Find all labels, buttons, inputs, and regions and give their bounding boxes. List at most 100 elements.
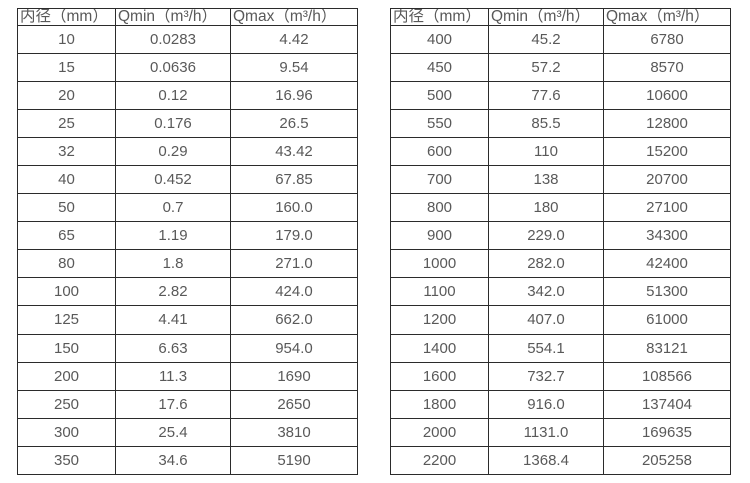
table-row: 350 34.6 5190 <box>17 445 358 476</box>
table-cell: 43.42 <box>230 136 358 166</box>
table-cell: 138 <box>488 164 604 195</box>
column-header-inner-diameter: 内径（mm） <box>17 8 116 26</box>
table-cell: 5190 <box>230 445 358 476</box>
table-cell: 11.3 <box>115 361 231 391</box>
column-header-inner-diameter: 内径（mm） <box>390 8 489 26</box>
table-row: 700 138 20700 <box>390 164 731 195</box>
table-cell: 77.6 <box>488 80 604 110</box>
table-row: 20 0.12 16.96 <box>17 80 358 110</box>
table-row: 65 1.19 179.0 <box>17 221 358 251</box>
table-row: 300 25.4 3810 <box>17 417 358 447</box>
table-row: 150 6.63 954.0 <box>17 333 358 363</box>
column-header-qmin: Qmin（m³/h） <box>488 8 604 26</box>
table-row: 15 0.0636 9.54 <box>17 52 358 82</box>
table-cell: 65 <box>17 221 116 251</box>
column-header-qmax: Qmax（m³/h） <box>230 8 358 26</box>
table-cell: 300 <box>17 417 116 447</box>
table-cell: 424.0 <box>230 277 358 307</box>
table-cell: 10 <box>17 24 116 54</box>
table-cell: 500 <box>390 80 489 110</box>
table-cell: 108566 <box>603 361 731 391</box>
table-cell: 61000 <box>603 305 731 335</box>
table-row: 800 180 27100 <box>390 193 731 223</box>
table-row: 100 2.82 424.0 <box>17 277 358 307</box>
table-cell: 6.63 <box>115 333 231 363</box>
table-cell: 1200 <box>390 305 489 335</box>
table-row: 600 110 15200 <box>390 136 731 166</box>
table-cell: 180 <box>488 193 604 223</box>
header-row: 内径（mm） Qmin（m³/h） Qmax（m³/h） <box>17 8 358 26</box>
column-header-qmin: Qmin（m³/h） <box>115 8 231 26</box>
table-cell: 1368.4 <box>488 445 604 476</box>
table-cell: 2650 <box>230 389 358 419</box>
table-cell: 50 <box>17 193 116 223</box>
table-cell: 2.82 <box>115 277 231 307</box>
table-cell: 229.0 <box>488 221 604 251</box>
table-cell: 0.176 <box>115 108 231 138</box>
table-cell: 1.19 <box>115 221 231 251</box>
table-cell: 550 <box>390 108 489 138</box>
table-cell: 0.29 <box>115 136 231 166</box>
table-cell: 900 <box>390 221 489 251</box>
table-cell: 600 <box>390 136 489 166</box>
table-row: 250 17.6 2650 <box>17 389 358 419</box>
table-cell: 4.41 <box>115 305 231 335</box>
table-cell: 282.0 <box>488 249 604 279</box>
table-row: 550 85.5 12800 <box>390 108 731 138</box>
table-row: 500 77.6 10600 <box>390 80 731 110</box>
table-cell: 0.12 <box>115 80 231 110</box>
table-row: 1400 554.1 83121 <box>390 333 731 363</box>
table-row: 10 0.0283 4.42 <box>17 24 358 54</box>
table-row: 1100 342.0 51300 <box>390 277 731 307</box>
table-cell: 1800 <box>390 389 489 419</box>
table-cell: 1690 <box>230 361 358 391</box>
table-cell: 1600 <box>390 361 489 391</box>
table-cell: 80 <box>17 249 116 279</box>
table-cell: 271.0 <box>230 249 358 279</box>
table-cell: 342.0 <box>488 277 604 307</box>
table-cell: 67.85 <box>230 164 358 195</box>
table-row: 1600 732.7 108566 <box>390 361 731 391</box>
table-cell: 1.8 <box>115 249 231 279</box>
table-cell: 554.1 <box>488 333 604 363</box>
table-cell: 150 <box>17 333 116 363</box>
table-cell: 2000 <box>390 417 489 447</box>
table-cell: 85.5 <box>488 108 604 138</box>
table-cell: 1131.0 <box>488 417 604 447</box>
table-row: 2000 1131.0 169635 <box>390 417 731 447</box>
column-header-qmax: Qmax（m³/h） <box>603 8 731 26</box>
table-row: 200 11.3 1690 <box>17 361 358 391</box>
table-cell: 45.2 <box>488 24 604 54</box>
table-cell: 800 <box>390 193 489 223</box>
table-cell: 25 <box>17 108 116 138</box>
table-cell: 350 <box>17 445 116 476</box>
table-row: 2200 1368.4 205258 <box>390 445 731 476</box>
table-row: 1000 282.0 42400 <box>390 249 731 279</box>
table-cell: 662.0 <box>230 305 358 335</box>
table-cell: 1100 <box>390 277 489 307</box>
table-cell: 3810 <box>230 417 358 447</box>
table-cell: 17.6 <box>115 389 231 419</box>
table-cell: 42400 <box>603 249 731 279</box>
table-cell: 400 <box>390 24 489 54</box>
table-cell: 100 <box>17 277 116 307</box>
flow-table-small-diameters: 内径（mm） Qmin（m³/h） Qmax（m³/h） 10 0.0283 4.4… <box>17 8 358 476</box>
table-cell: 57.2 <box>488 52 604 82</box>
table-row: 32 0.29 43.42 <box>17 136 358 166</box>
table-cell: 12800 <box>603 108 731 138</box>
table-cell: 25.4 <box>115 417 231 447</box>
table-cell: 20700 <box>603 164 731 195</box>
table-cell: 700 <box>390 164 489 195</box>
table-cell: 10600 <box>603 80 731 110</box>
flow-table-large-diameters: 内径（mm） Qmin（m³/h） Qmax（m³/h） 400 45.2 6780… <box>390 8 731 476</box>
table-cell: 0.0636 <box>115 52 231 82</box>
table-cell: 4.42 <box>230 24 358 54</box>
table-cell: 0.452 <box>115 164 231 195</box>
table-cell: 6780 <box>603 24 731 54</box>
header-row: 内径（mm） Qmin（m³/h） Qmax（m³/h） <box>390 8 731 26</box>
table-row: 900 229.0 34300 <box>390 221 731 251</box>
table-row: 1800 916.0 137404 <box>390 389 731 419</box>
table-cell: 15 <box>17 52 116 82</box>
table-cell: 83121 <box>603 333 731 363</box>
